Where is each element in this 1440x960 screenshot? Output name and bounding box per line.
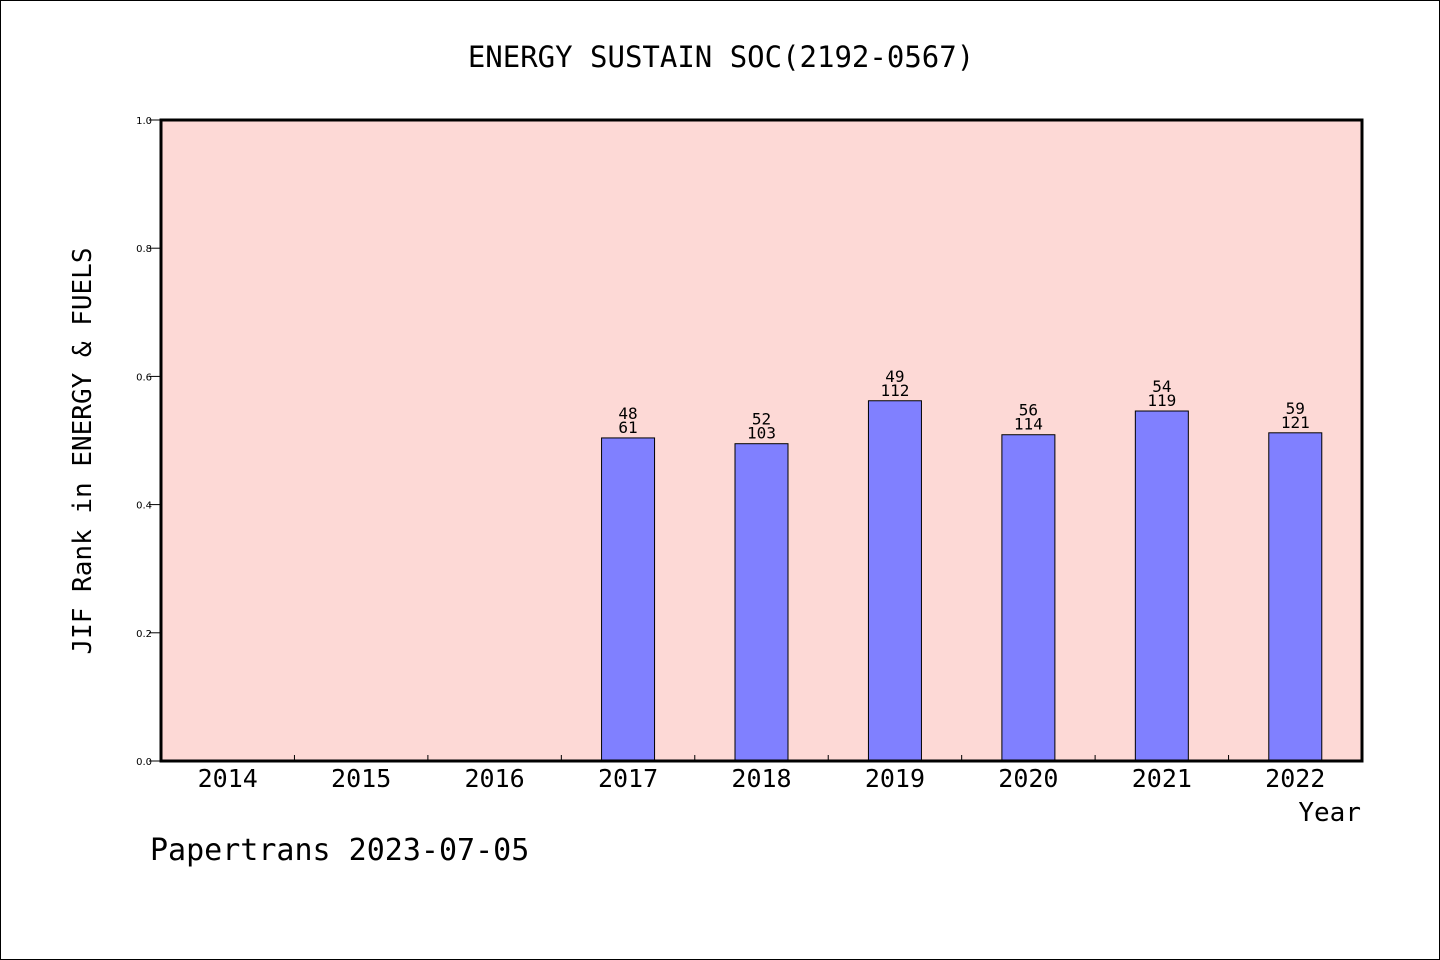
x-tick-label: 2020 bbox=[998, 764, 1058, 793]
x-tick-label: 2014 bbox=[198, 764, 258, 793]
plot-border bbox=[159, 118, 1364, 763]
y-axis-label: JIF Rank in ENERGY & FUELS bbox=[68, 248, 98, 655]
y-tick-label: 0.4 bbox=[136, 501, 152, 512]
y-tick-label: 0.8 bbox=[136, 244, 152, 255]
bar-total-label: 112 bbox=[880, 381, 909, 400]
x-axis: 2014 2015 2016 2017 2018 2019 2020 2021 2022 bbox=[198, 755, 1325, 793]
x-tick-label: 2016 bbox=[465, 764, 525, 793]
x-tick-label: 2021 bbox=[1132, 764, 1192, 793]
bar bbox=[601, 437, 656, 762]
y-tick-label: 0.0 bbox=[136, 757, 152, 768]
x-tick-label: 2015 bbox=[331, 764, 391, 793]
bar-total-label: 119 bbox=[1147, 391, 1176, 410]
x-tick-label: 2018 bbox=[731, 764, 791, 793]
bar bbox=[734, 443, 789, 762]
bar-total-label: 103 bbox=[747, 424, 776, 443]
bar-rank-label: 52 bbox=[752, 410, 771, 429]
y-axis: 0.0 0.2 0.4 0.6 0.8 1.0 bbox=[136, 116, 161, 768]
watermark-text: Papertrans 2023-07-05 bbox=[150, 833, 530, 868]
bar bbox=[1134, 410, 1189, 762]
bar-rank-label: 48 bbox=[618, 404, 637, 423]
bar-total-label: 114 bbox=[1014, 415, 1043, 434]
x-tick-label: 2019 bbox=[865, 764, 925, 793]
x-tick-label: 2017 bbox=[598, 764, 658, 793]
y-tick-label: 0.2 bbox=[136, 629, 152, 640]
bar bbox=[867, 400, 922, 762]
bar-total-label: 61 bbox=[618, 418, 637, 437]
bar-rank-label: 49 bbox=[885, 367, 904, 386]
bar-total-label: 121 bbox=[1281, 413, 1310, 432]
bar bbox=[1001, 434, 1056, 762]
bar-rank-label: 54 bbox=[1152, 377, 1171, 396]
chart-title: ENERGY SUSTAIN SOC(2192-0567) bbox=[468, 40, 974, 74]
bar-rank-label: 56 bbox=[1019, 401, 1038, 420]
x-axis-label: Year bbox=[1298, 798, 1361, 828]
y-tick-label: 0.6 bbox=[136, 372, 152, 383]
bar bbox=[1268, 432, 1323, 762]
bar-rank-label: 59 bbox=[1286, 399, 1305, 418]
y-tick-label: 1.0 bbox=[136, 116, 152, 127]
x-tick-label: 2022 bbox=[1265, 764, 1325, 793]
